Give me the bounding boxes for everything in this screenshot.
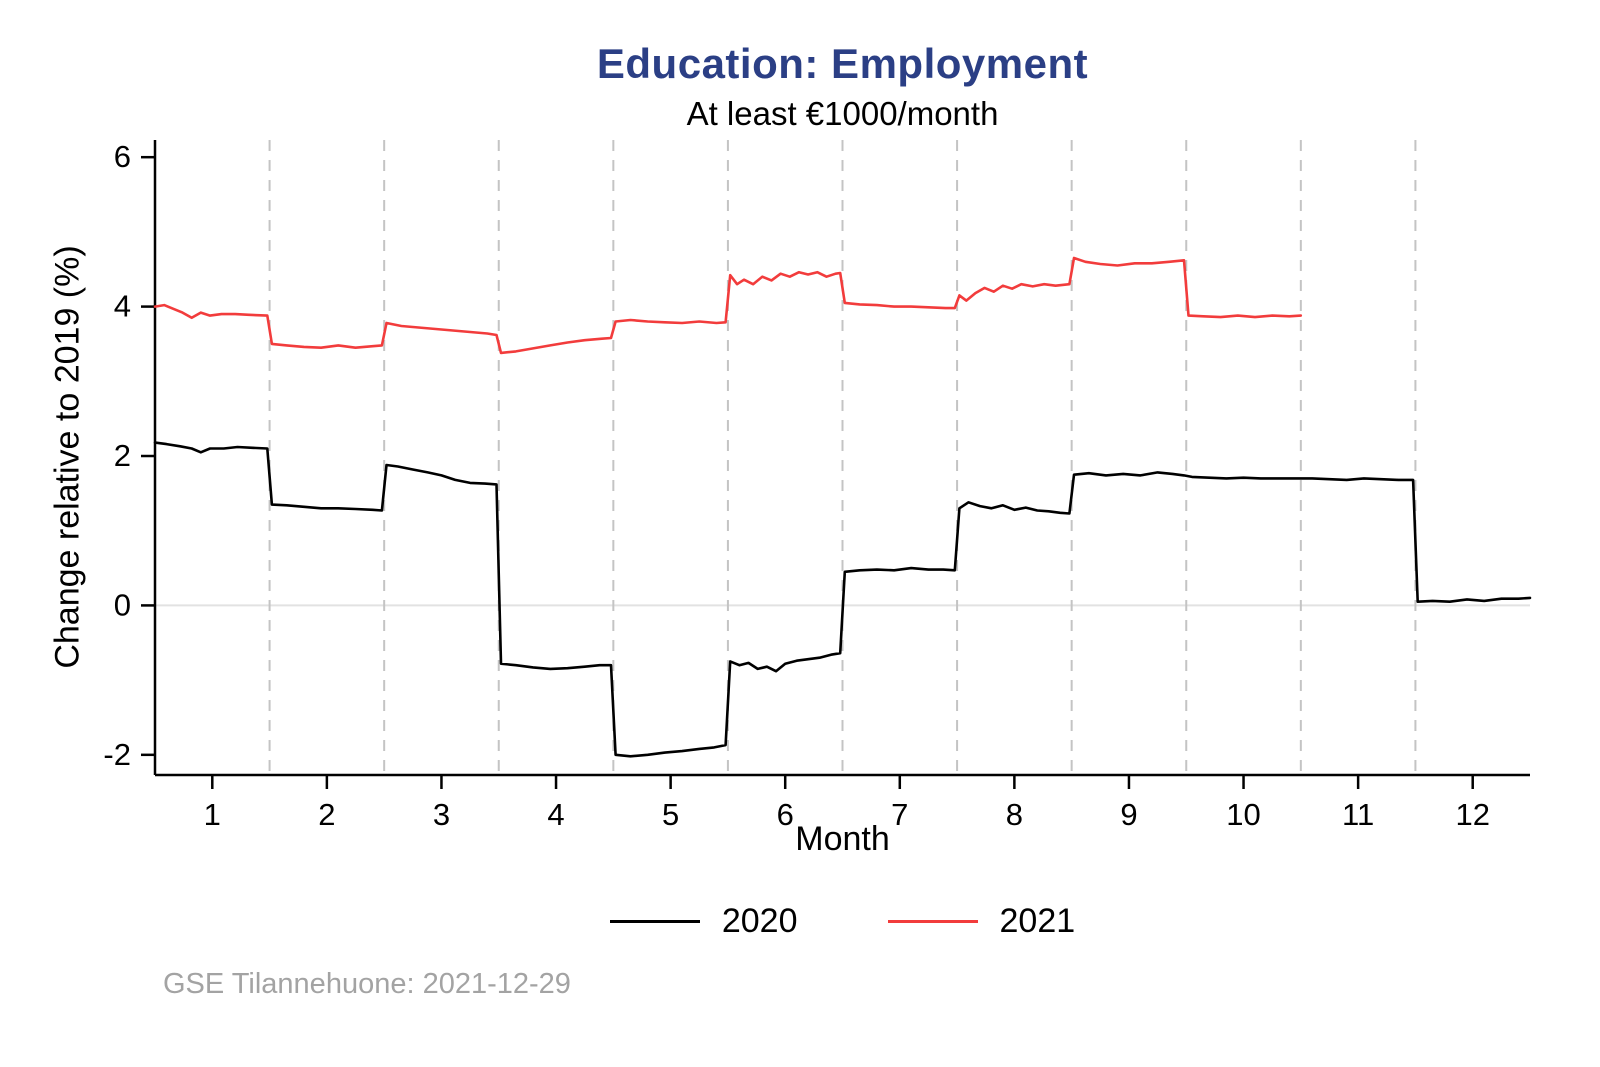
chart-title: Education: Employment <box>596 40 1089 87</box>
x-tick-label: 12 <box>1455 797 1489 832</box>
y-ticks: -2 0 2 4 6 <box>103 139 155 772</box>
gridlines <box>268 140 1417 775</box>
x-tick-label: 11 <box>1342 797 1374 832</box>
legend-label-2020: 2020 <box>721 902 798 940</box>
legend-swatch-2021-line <box>887 920 978 923</box>
series-line-2021 <box>153 256 1303 355</box>
x-tick-label: 1 <box>204 797 221 832</box>
y-tick-label: 2 <box>114 438 131 473</box>
legend-label-2021: 2021 <box>999 902 1076 940</box>
y-tick-label: 0 <box>114 587 131 622</box>
y-tick-label: 6 <box>114 139 131 174</box>
y-tick-label: 4 <box>114 289 131 324</box>
x-tick-label: 6 <box>777 797 794 832</box>
x-tick-label: 2 <box>318 797 335 832</box>
legend: 2020 2021 <box>155 902 1530 941</box>
x-tick-label: 3 <box>433 797 450 832</box>
x-tick-label: 9 <box>1120 797 1137 832</box>
x-tick-label: 8 <box>1006 797 1023 832</box>
legend-item-2021: 2021 <box>887 902 1076 941</box>
x-tick-label: 10 <box>1226 797 1260 832</box>
legend-item-2020: 2020 <box>609 902 798 941</box>
x-tick-label: 7 <box>891 797 908 832</box>
chart-subtitle: At least €1000/month <box>686 95 999 132</box>
source-note: GSE Tilannehuone: 2021-12-29 <box>163 968 571 1000</box>
x-tick-label: 4 <box>547 797 564 832</box>
x-axis-label: Month <box>795 820 890 858</box>
series-line-2020 <box>153 441 1532 758</box>
x-tick-label: 5 <box>662 797 679 832</box>
x-ticks: 1 2 3 4 5 6 7 8 9 10 11 12 <box>204 775 1490 832</box>
y-tick-label: -2 <box>103 737 131 772</box>
legend-swatch-2020-line <box>609 920 700 923</box>
